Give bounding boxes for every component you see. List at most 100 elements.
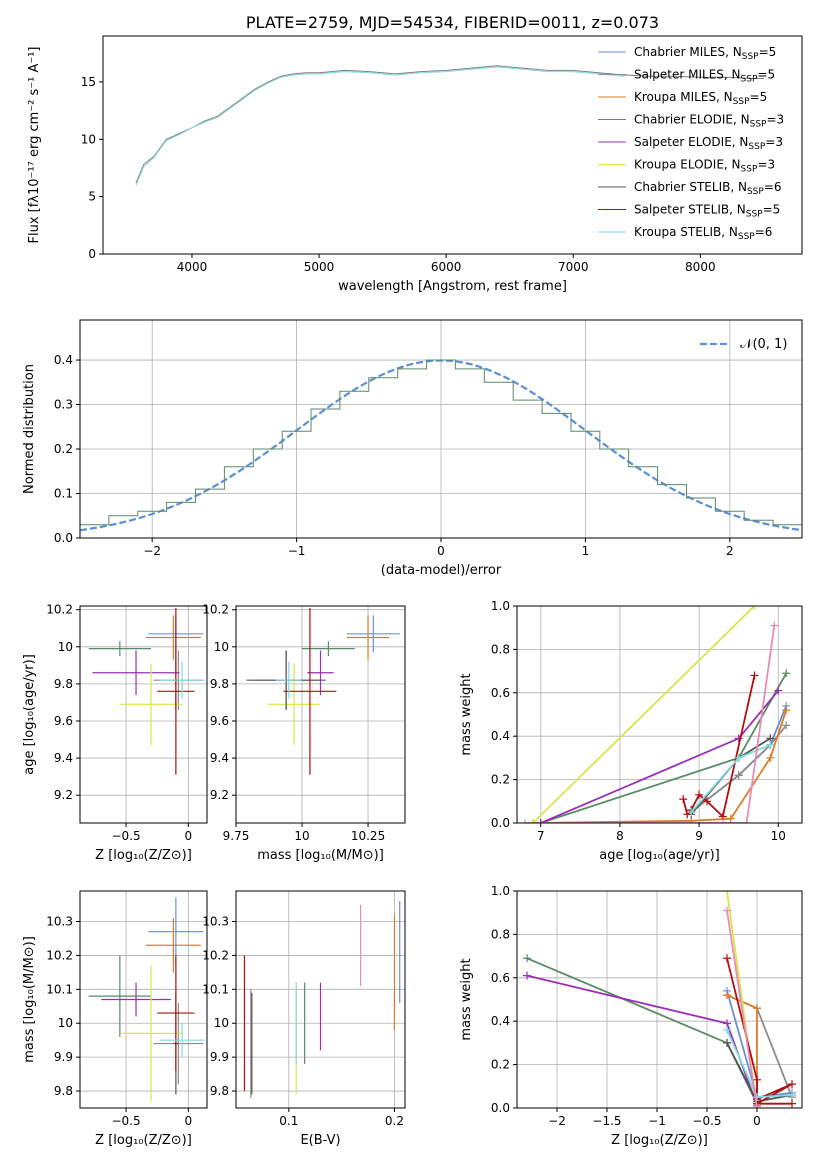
series-marker — [774, 686, 783, 695]
legend-subscript: SSP — [733, 97, 750, 107]
legend-label: Kroupa ELODIE, N — [634, 158, 741, 172]
x-tick-label: −2 — [143, 544, 161, 558]
series-marker — [766, 740, 775, 749]
x-tick-label: −0.5 — [111, 1114, 140, 1128]
legend-label: Kroupa STELIB, N — [634, 225, 738, 239]
series-marker — [723, 891, 731, 895]
legend-subscript: SSP — [750, 120, 767, 130]
y-tick-label: 10.2 — [46, 603, 73, 617]
series-marker — [520, 819, 529, 823]
plot-area — [520, 606, 791, 823]
legend-tail: =3 — [765, 135, 783, 149]
x-axis-label: Z [log₁₀(Z/Z⊙)] — [95, 848, 192, 863]
legend-tail: =3 — [766, 113, 784, 127]
y-tick-label: 9.6 — [54, 714, 73, 728]
x-axis-label: Z [log₁₀(Z/Z⊙)] — [611, 1133, 708, 1148]
plot-area — [243, 901, 401, 1098]
y-tick-label: 9.9 — [210, 1050, 229, 1064]
y-tick-label: 0 — [88, 247, 96, 261]
x-tick-label: 4000 — [177, 260, 208, 274]
y-tick-label: 0.0 — [491, 816, 510, 830]
series-line — [135, 66, 625, 186]
legend-subscript: SSP — [742, 52, 759, 62]
legend-subscript: SSP — [748, 142, 765, 152]
chart-panel-7: −2 −1.5 −1 −0.5 0 0.0 0.2 0.4 0.6 0.8 1.0 Z [log₁₀(… — [459, 884, 803, 1148]
chart-title: PLATE=2759, MJD=54534, FIBERID=0011, z=0… — [246, 13, 659, 32]
y-tick-label: 0.2 — [491, 1058, 510, 1072]
x-tick-label: −1 — [648, 1114, 666, 1128]
y-tick-label: 1.0 — [491, 599, 510, 613]
y-tick-label: 9.6 — [210, 714, 229, 728]
x-tick-label: −1 — [288, 544, 306, 558]
y-tick-label: 0.0 — [491, 1101, 510, 1115]
y-axis-label: mass weight — [459, 673, 474, 755]
series-line — [526, 957, 758, 1105]
y-axis-label: mass weight — [459, 958, 474, 1040]
x-tick-label: 10 — [771, 829, 786, 843]
y-tick-label: 0.4 — [491, 729, 510, 743]
series-marker — [750, 606, 759, 610]
legend-label: 𝒩(0, 1) — [740, 337, 787, 352]
series-marker — [726, 814, 735, 823]
y-tick-label: 9.9 — [54, 1050, 73, 1064]
y-tick-label: 10.1 — [202, 982, 229, 996]
y-tick-label: 9.8 — [54, 1084, 73, 1098]
series-marker — [753, 1075, 761, 1084]
y-tick-label: 9.8 — [210, 1084, 229, 1098]
legend-entry: Chabrier MILES, NSSP=5 — [634, 45, 776, 62]
legend-label: Chabrier STELIB, N — [634, 180, 747, 194]
x-tick-label: 0.1 — [279, 1114, 298, 1128]
axes-frame — [102, 35, 803, 255]
y-tick-label: 10 — [58, 1016, 73, 1030]
chart-panel-5: −0.5 0 9.8 9.9 10 10.1 10.2 10.3 Z [log₁₀(Z/Z⊙)]… — [22, 890, 208, 1148]
series-line — [726, 990, 793, 1099]
legend-subscript: SSP — [746, 210, 763, 220]
y-tick-label: 10.2 — [202, 603, 229, 617]
legend-label: Chabrier ELODIE, N — [634, 113, 750, 127]
legend-tail: =3 — [757, 158, 775, 172]
plot-area — [88, 607, 205, 775]
legend-entry: Chabrier STELIB, NSSP=6 — [634, 180, 782, 197]
plot-area — [80, 359, 802, 532]
legend-subscript: SSP — [741, 165, 758, 175]
x-tick-label: 0 — [753, 1114, 761, 1128]
x-axis-label: E(B-V) — [300, 1133, 340, 1148]
series-marker — [753, 1104, 761, 1108]
series-line — [135, 65, 764, 184]
series-marker — [687, 808, 696, 817]
y-tick-label: 0.0 — [54, 531, 73, 545]
y-tick-label: 0.4 — [491, 1014, 510, 1028]
legend-subscript: SSP — [747, 187, 764, 197]
legend-tail: =6 — [755, 225, 773, 239]
x-tick-label: 6000 — [431, 260, 462, 274]
y-axis-label: Flux [fλ10⁻¹⁷ erg cm⁻² s⁻¹ A⁻¹] — [27, 47, 42, 244]
legend-label: Salpeter STELIB, N — [634, 203, 746, 217]
legend-label: Chabrier MILES, N — [634, 45, 742, 59]
axes-frame — [235, 890, 406, 1109]
series-marker — [528, 819, 537, 823]
legend-label: Kroupa MILES, N — [634, 90, 733, 104]
series-marker — [523, 971, 531, 980]
legend-tail: =6 — [764, 180, 782, 194]
y-tick-label: 10.2 — [202, 948, 229, 962]
series-marker — [788, 1090, 796, 1099]
series-marker — [750, 671, 759, 680]
series-line — [726, 910, 758, 1108]
chart-panel-0: 4000 5000 6000 7000 8000 0 5 10 15 wavelength [An… — [27, 13, 803, 294]
series-marker — [782, 669, 791, 678]
legend-entry: Kroupa STELIB, NSSP=6 — [634, 225, 772, 242]
x-tick-label: 10 — [294, 829, 309, 843]
x-tick-label: 7000 — [558, 260, 589, 274]
axes-frame — [516, 605, 803, 824]
series-marker — [723, 954, 731, 963]
series-marker — [753, 1004, 761, 1013]
x-axis-label: mass [log₁₀(M/M⊙)] — [257, 848, 384, 863]
x-tick-label: 7 — [537, 829, 545, 843]
plot-area — [88, 897, 205, 1102]
x-tick-label: 8 — [616, 829, 624, 843]
legend-entry: Salpeter STELIB, NSSP=5 — [634, 203, 780, 220]
series-line — [726, 958, 793, 1105]
series-marker — [723, 991, 731, 1000]
x-tick-label: 0.2 — [385, 1114, 404, 1128]
